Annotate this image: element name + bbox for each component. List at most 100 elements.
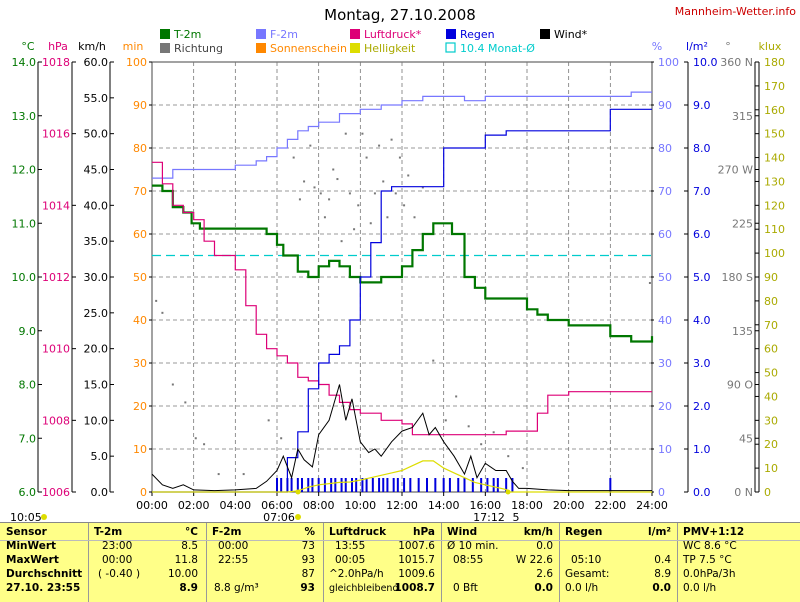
rain-event-bar xyxy=(340,478,343,492)
site-label: Mannheim-Wetter.info xyxy=(675,5,797,18)
rain-tick-label: 6.0 xyxy=(693,228,711,241)
row-label-current: 27.10. 23:55 xyxy=(6,582,81,594)
direction-point xyxy=(467,425,470,428)
direction-point xyxy=(648,281,651,284)
row-label-column: Sensor MinWert MaxWert Durchschnitt 27.1… xyxy=(0,523,89,602)
x-tick-label: 04:00 xyxy=(219,499,251,512)
rain-event-bar xyxy=(448,478,451,492)
wind-tick-label: 10.0 xyxy=(84,414,109,427)
light-tick-label: 50 xyxy=(764,367,778,380)
sunrise-icon xyxy=(295,514,301,520)
direction-point xyxy=(171,383,174,386)
direction-point xyxy=(217,473,220,476)
direction-point xyxy=(328,198,331,201)
rain-event-bar xyxy=(323,478,326,492)
legend-label: Wind* xyxy=(554,28,588,41)
plot-series xyxy=(151,91,654,493)
temp-avg-value: 10.00 xyxy=(167,568,198,580)
light-tick-label: 160 xyxy=(764,104,785,117)
pressure-tick-label: 1012 xyxy=(42,271,70,284)
humidity-min-value: 73 xyxy=(301,540,315,552)
direction-tick-label: 45 xyxy=(739,432,753,445)
x-tick-label: 12:00 xyxy=(386,499,418,512)
rain-event-bar xyxy=(330,478,333,492)
sun-tick-label: 10 xyxy=(133,443,147,456)
rain-max-time: 05:10 xyxy=(571,554,602,566)
rain-tick-label: 7.0 xyxy=(693,185,711,198)
direction-point xyxy=(319,192,322,195)
wind-max-value: W 22.6 xyxy=(515,554,553,566)
legend-label: T-2m xyxy=(173,28,201,41)
wind-current-value: 0.0 xyxy=(534,582,553,594)
rain-total-value: 8.9 xyxy=(654,568,671,580)
legend-swatch xyxy=(350,43,360,53)
direction-point xyxy=(432,359,435,362)
wind-tick-label: 40.0 xyxy=(84,199,109,212)
axis-unit-label: km/h xyxy=(78,40,106,53)
sun-tick-label: 60 xyxy=(133,228,147,241)
wind-tick-label: 50.0 xyxy=(84,128,109,141)
humidity-tick-label: 70 xyxy=(658,185,672,198)
rain-event-bar xyxy=(365,478,368,492)
temp-tick-label: 14.0 xyxy=(12,56,37,69)
series-line-t2m xyxy=(152,184,654,343)
rain-unit: l/m² xyxy=(648,526,671,538)
pressure-tendency: gleichbleibend xyxy=(329,583,399,594)
summary-table: Sensor MinWert MaxWert Durchschnitt 27.1… xyxy=(0,522,800,602)
pressure-column: Luftdruck hPa 13:55 1007.6 00:05 1015.7 … xyxy=(323,523,442,602)
time-markers: 10:05 07:06 17:12 5 xyxy=(10,489,520,522)
direction-tick-label: 360 N xyxy=(720,56,753,69)
row-label-min: MinWert xyxy=(6,540,57,552)
direction-point xyxy=(421,186,424,189)
rain-column: Regen l/m² 05:10 0.4 Gesamt: 8.9 0.0 l/h… xyxy=(559,523,678,602)
rain-event-bar xyxy=(334,478,337,492)
x-tick-label: 14:00 xyxy=(428,499,460,512)
direction-point xyxy=(298,198,301,201)
sun-tick-label: 80 xyxy=(133,142,147,155)
rain-event-bar xyxy=(344,478,347,492)
light-tick-label: 170 xyxy=(764,80,785,93)
light-tick-label: 110 xyxy=(764,223,785,236)
wind-tick-label: 35.0 xyxy=(84,235,109,248)
axis-unit-label: % xyxy=(652,40,662,53)
pressure-tick-label: 1018 xyxy=(42,56,70,69)
pressure-tick-label: 1016 xyxy=(42,128,70,141)
pressure-avg-value: 1009.6 xyxy=(398,568,435,580)
light-tick-label: 20 xyxy=(764,438,778,451)
light-tick-label: 90 xyxy=(764,271,778,284)
direction-point xyxy=(353,228,356,231)
current-time-label: 10:05 xyxy=(10,511,42,522)
wind-tick-label: 30.0 xyxy=(84,271,109,284)
light-tick-label: 120 xyxy=(764,199,785,212)
weather-chart: 6.07.08.09.010.011.012.013.014.010061008… xyxy=(10,5,797,522)
rain-event-bar xyxy=(311,478,314,492)
light-tick-label: 40 xyxy=(764,390,778,403)
wind-tick-label: 0.0 xyxy=(91,486,109,499)
direction-point xyxy=(348,192,351,195)
sun-indicator-icon xyxy=(41,514,47,520)
rain-tick-label: 3.0 xyxy=(693,357,711,370)
row-label-max: MaxWert xyxy=(6,554,59,566)
rain-event-bar xyxy=(492,478,495,492)
humidity-tick-label: 0 xyxy=(658,486,665,499)
legend-swatch xyxy=(256,43,266,53)
wind-unit: km/h xyxy=(523,526,553,538)
sun-tick-label: 70 xyxy=(133,185,147,198)
rain-event-bar xyxy=(301,478,303,492)
rain-event-bar xyxy=(355,478,358,492)
series-line-f2m xyxy=(152,91,652,179)
humidity-min-time: 00:00 xyxy=(218,540,249,552)
sunrise-label: 07:06 xyxy=(263,511,295,522)
legend-swatch xyxy=(446,29,456,39)
x-tick-label: 10:00 xyxy=(344,499,376,512)
pressure-max-time: 00:05 xyxy=(335,554,366,566)
rain-event-bar xyxy=(403,478,406,492)
rain-event-bar xyxy=(280,478,283,492)
legend-label: Richtung xyxy=(174,42,223,55)
axis-unit-label: ° xyxy=(725,40,731,53)
direction-point xyxy=(365,156,368,159)
humidity-tick-label: 50 xyxy=(658,271,672,284)
axis-unit-label: °C xyxy=(21,40,35,53)
rain-event-bar xyxy=(463,478,466,492)
axis-unit-label: hPa xyxy=(48,40,68,53)
